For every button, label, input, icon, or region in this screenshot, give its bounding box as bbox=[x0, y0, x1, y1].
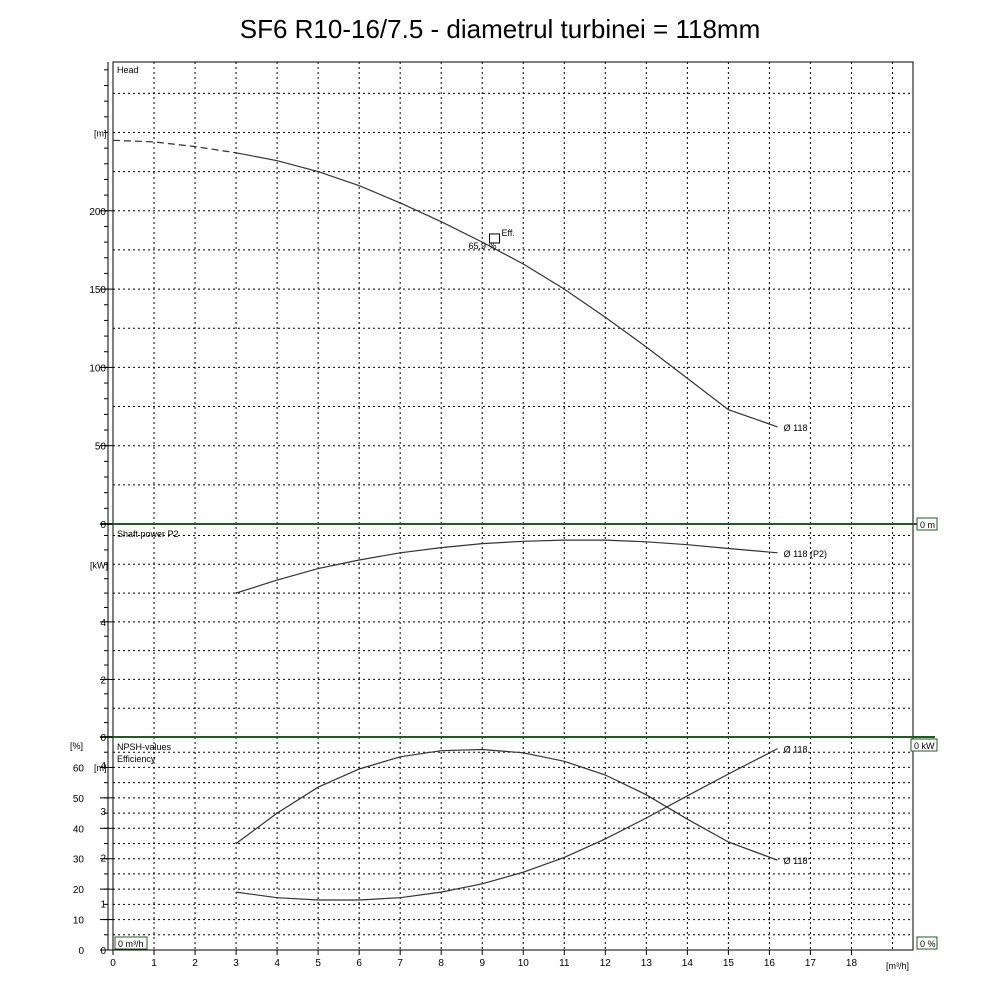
x-tick-label: 14 bbox=[682, 958, 694, 969]
x-tick-label: 2 bbox=[192, 958, 198, 969]
x-tick-label: 3 bbox=[233, 958, 239, 969]
efficiency-curve-label: Ø 118 bbox=[784, 856, 808, 866]
efficiency-curve bbox=[235, 748, 778, 861]
head-tick-label: 150 bbox=[89, 285, 106, 296]
efficiency-tick-label: 10 bbox=[73, 916, 85, 927]
head-tick-label: 0 bbox=[100, 520, 106, 531]
power-curve-label: Ø 118 (P2) bbox=[784, 549, 827, 559]
npsh-unit-label: [m] bbox=[94, 763, 107, 773]
npsh-panel-label: NPSH-values bbox=[117, 742, 172, 752]
flow-zero-label: 0 m³/h bbox=[118, 939, 144, 949]
npsh-curve bbox=[236, 748, 778, 901]
plot-frame bbox=[112, 61, 914, 951]
efficiency-tick-label: 30 bbox=[73, 855, 85, 866]
npsh-tick-label: 4 bbox=[100, 761, 106, 772]
head-zero-label: 0 m bbox=[920, 520, 935, 530]
x-tick-label: 5 bbox=[315, 958, 321, 969]
x-tick-label: 17 bbox=[805, 958, 817, 969]
x-tick-label: 16 bbox=[764, 958, 776, 969]
best-efficiency-value: 65.9 % bbox=[469, 241, 497, 251]
x-tick-label: 10 bbox=[518, 958, 530, 969]
efficiency-panel-label: Efficiency bbox=[117, 754, 156, 764]
x-tick-label: 6 bbox=[356, 958, 362, 969]
efficiency-zero-label-box bbox=[916, 936, 938, 950]
best-efficiency-marker bbox=[489, 233, 501, 244]
power-unit-label: [kW] bbox=[90, 560, 108, 570]
x-tick-label: 18 bbox=[846, 958, 858, 969]
head-unit-label: [m] bbox=[94, 128, 107, 138]
efficiency-tick-label: 0 bbox=[78, 946, 84, 957]
efficiency-tick-label: 50 bbox=[73, 794, 85, 805]
efficiency-tick-label: 40 bbox=[73, 824, 85, 835]
power-tick-label: 0 bbox=[100, 733, 106, 744]
best-efficiency-label: Eff. bbox=[502, 228, 515, 238]
x-tick-label: 15 bbox=[723, 958, 735, 969]
efficiency-tick-label: 20 bbox=[73, 885, 85, 896]
head-panel-label: Head bbox=[117, 65, 139, 75]
head-zero-label-box bbox=[916, 517, 938, 531]
power-curve bbox=[235, 539, 778, 594]
x-tick-label: 11 bbox=[559, 958, 570, 969]
head-tick-label: 200 bbox=[89, 207, 106, 218]
head-tick-label: 50 bbox=[95, 442, 107, 453]
x-unit-label: [m³/h] bbox=[886, 961, 909, 971]
head-curve bbox=[235, 152, 778, 428]
npsh-tick-label: 0 bbox=[100, 946, 106, 957]
chart-title: SF6 R10-16/7.5 - diametrul turbinei = 11… bbox=[239, 14, 761, 44]
efficiency-tick-label: 60 bbox=[73, 763, 85, 774]
power-panel-label: Shaft power P2 bbox=[117, 529, 179, 539]
x-tick-label: 4 bbox=[274, 958, 280, 969]
power-zero-label-box bbox=[910, 738, 938, 752]
x-tick-label: 7 bbox=[397, 958, 403, 969]
x-tick-label: 13 bbox=[641, 958, 653, 969]
x-tick-label: 1 bbox=[151, 958, 157, 969]
efficiency-zero-label: 0 % bbox=[920, 939, 936, 949]
npsh-curve-label: Ø 118 bbox=[784, 745, 808, 755]
x-tick-label: 0 bbox=[110, 958, 116, 969]
npsh-tick-label: 2 bbox=[100, 853, 106, 864]
x-tick-label: 9 bbox=[479, 958, 485, 969]
head-curve-label: Ø 118 bbox=[784, 423, 808, 433]
head-curve-dashed bbox=[112, 139, 237, 154]
npsh-tick-label: 1 bbox=[100, 900, 106, 911]
npsh-tick-label: 3 bbox=[100, 807, 106, 818]
head-tick-label: 100 bbox=[89, 363, 106, 374]
power-tick-label: 2 bbox=[100, 675, 106, 686]
x-tick-label: 8 bbox=[438, 958, 444, 969]
x-tick-label: 12 bbox=[600, 958, 612, 969]
power-tick-label: 4 bbox=[100, 618, 106, 629]
power-zero-label: 0 kW bbox=[914, 741, 935, 751]
flow-zero-label-box bbox=[114, 936, 148, 950]
efficiency-unit-label: [%] bbox=[70, 741, 83, 751]
